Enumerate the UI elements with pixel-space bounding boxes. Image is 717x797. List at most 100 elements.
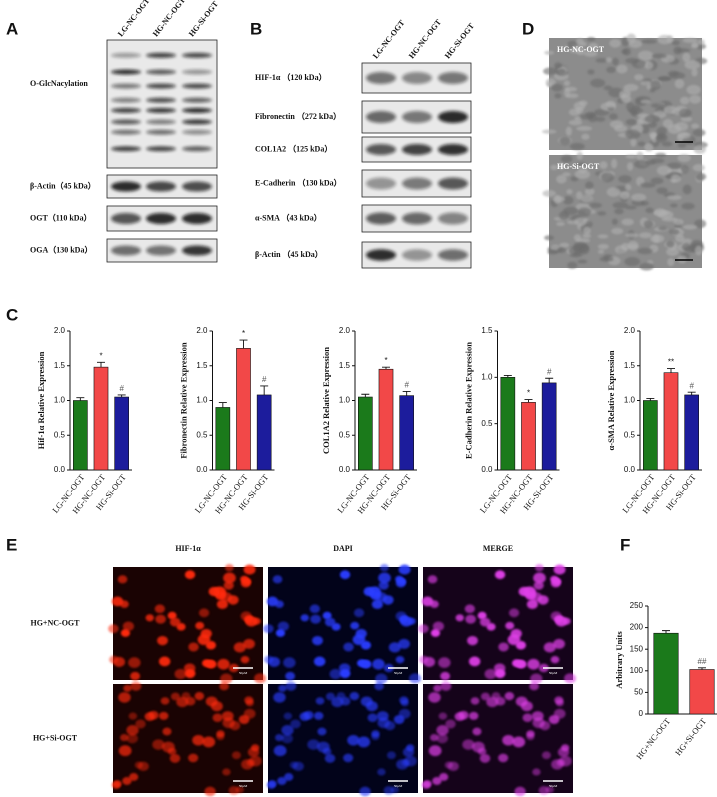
- nucleus: [160, 697, 170, 705]
- cell: [562, 172, 571, 177]
- cell: [576, 125, 593, 131]
- blot-band: [366, 212, 396, 225]
- blot-band: [366, 249, 396, 261]
- bar-chart: 0 50 100 150 200 250 Arbitrary Units HG+NC-OGT #…: [614, 601, 717, 761]
- blot-band: [438, 144, 468, 155]
- nucleus: [530, 673, 543, 684]
- cell: [650, 158, 665, 164]
- nucleus: [400, 616, 413, 627]
- error-bar: [667, 368, 675, 373]
- fluorescence-image: 50μM: [111, 681, 263, 797]
- bar: [653, 632, 679, 715]
- nucleus: [113, 780, 122, 788]
- y-tick-label: 0.0: [54, 465, 66, 474]
- bar-chart: 0.0 0.5 1.0 1.5 2.0 COL1A2 Relative Expressio…: [321, 326, 417, 516]
- nucleus: [281, 725, 294, 736]
- cell: [573, 234, 582, 242]
- cell: [599, 256, 614, 262]
- cell: [577, 259, 588, 264]
- nucleus: [543, 642, 556, 653]
- nucleus: [436, 725, 449, 736]
- blot-band: [111, 107, 141, 113]
- cell: [541, 129, 557, 134]
- blot-band: [146, 245, 176, 256]
- blot-band: [366, 144, 396, 155]
- blot-band: [111, 97, 141, 103]
- scale-bar-label: 50μM: [394, 784, 403, 788]
- cell: [584, 187, 595, 196]
- y-tick-label: 0.5: [54, 430, 66, 439]
- lane-header: LG-NC-OGT: [371, 18, 407, 60]
- blot-band: [146, 129, 176, 135]
- cell: [634, 74, 644, 81]
- nucleus: [155, 614, 166, 624]
- significance-label: #: [262, 375, 267, 384]
- bar: [500, 377, 516, 471]
- nucleus: [217, 658, 230, 670]
- cell: [567, 40, 579, 48]
- nucleus: [277, 621, 290, 632]
- nucleus: [283, 712, 293, 720]
- nucleus: [235, 786, 245, 794]
- nucleus: [285, 681, 297, 691]
- blot-panel: LG-NC-OGT HG-NC-OGT HG-Si-OGT O-GlcNacylati…: [30, 0, 220, 263]
- nucleus: [550, 655, 560, 664]
- bar: [93, 366, 109, 471]
- row-title: HG+NC-OGT: [30, 618, 80, 627]
- cell: [673, 46, 682, 55]
- nucleus: [130, 671, 141, 681]
- cell: [692, 129, 706, 137]
- nucleus: [534, 563, 544, 572]
- error-bar: [503, 375, 512, 378]
- nucleus: [436, 733, 448, 744]
- cell: [600, 172, 615, 183]
- nucleus: [423, 656, 436, 667]
- column-title: MERGE: [483, 544, 513, 553]
- nucleus: [310, 614, 321, 624]
- nucleus: [135, 719, 146, 729]
- nucleus: [243, 564, 256, 575]
- row-label: O-GlcNacylation: [30, 79, 88, 88]
- y-axis-title: COL1A2 Relative Expression: [321, 347, 331, 454]
- y-tick-label: 250: [630, 601, 644, 610]
- cell: [693, 144, 706, 154]
- cell: [644, 114, 660, 124]
- blot-band: [366, 72, 396, 84]
- nucleus: [324, 753, 336, 763]
- cell: [606, 66, 616, 74]
- cell: [655, 152, 667, 158]
- nucleus: [553, 638, 565, 649]
- cell: [559, 242, 570, 248]
- cell: [667, 257, 675, 267]
- cell: [624, 184, 632, 191]
- y-tick-label: 150: [630, 644, 644, 653]
- cell: [655, 132, 668, 143]
- cell: [667, 195, 682, 200]
- nucleus: [359, 659, 370, 668]
- cell: [577, 207, 592, 217]
- cell: [650, 103, 665, 109]
- nucleus: [188, 753, 199, 763]
- row-label: β-Actin （45 kDa）: [255, 249, 323, 259]
- blot-band: [438, 249, 468, 261]
- cell: [649, 87, 656, 93]
- nucleus: [329, 668, 342, 680]
- image-label: HG-Si-OGT: [557, 162, 600, 171]
- cell: [640, 200, 649, 206]
- cell: [625, 233, 639, 238]
- blot-band: [182, 245, 212, 256]
- error-bar: [76, 397, 85, 401]
- nucleus: [223, 581, 234, 590]
- nucleus: [455, 614, 464, 622]
- cell: [666, 247, 679, 257]
- nucleus: [363, 586, 375, 597]
- blot-band: [146, 97, 176, 103]
- panel-label: F: [620, 535, 630, 554]
- nucleus: [194, 692, 205, 701]
- cell: [611, 218, 618, 225]
- blot-band: [182, 129, 212, 135]
- nucleus: [386, 751, 396, 760]
- micrograph: HG-Si-OGT: [542, 151, 707, 271]
- cell: [551, 83, 563, 92]
- panel-label: A: [6, 19, 18, 38]
